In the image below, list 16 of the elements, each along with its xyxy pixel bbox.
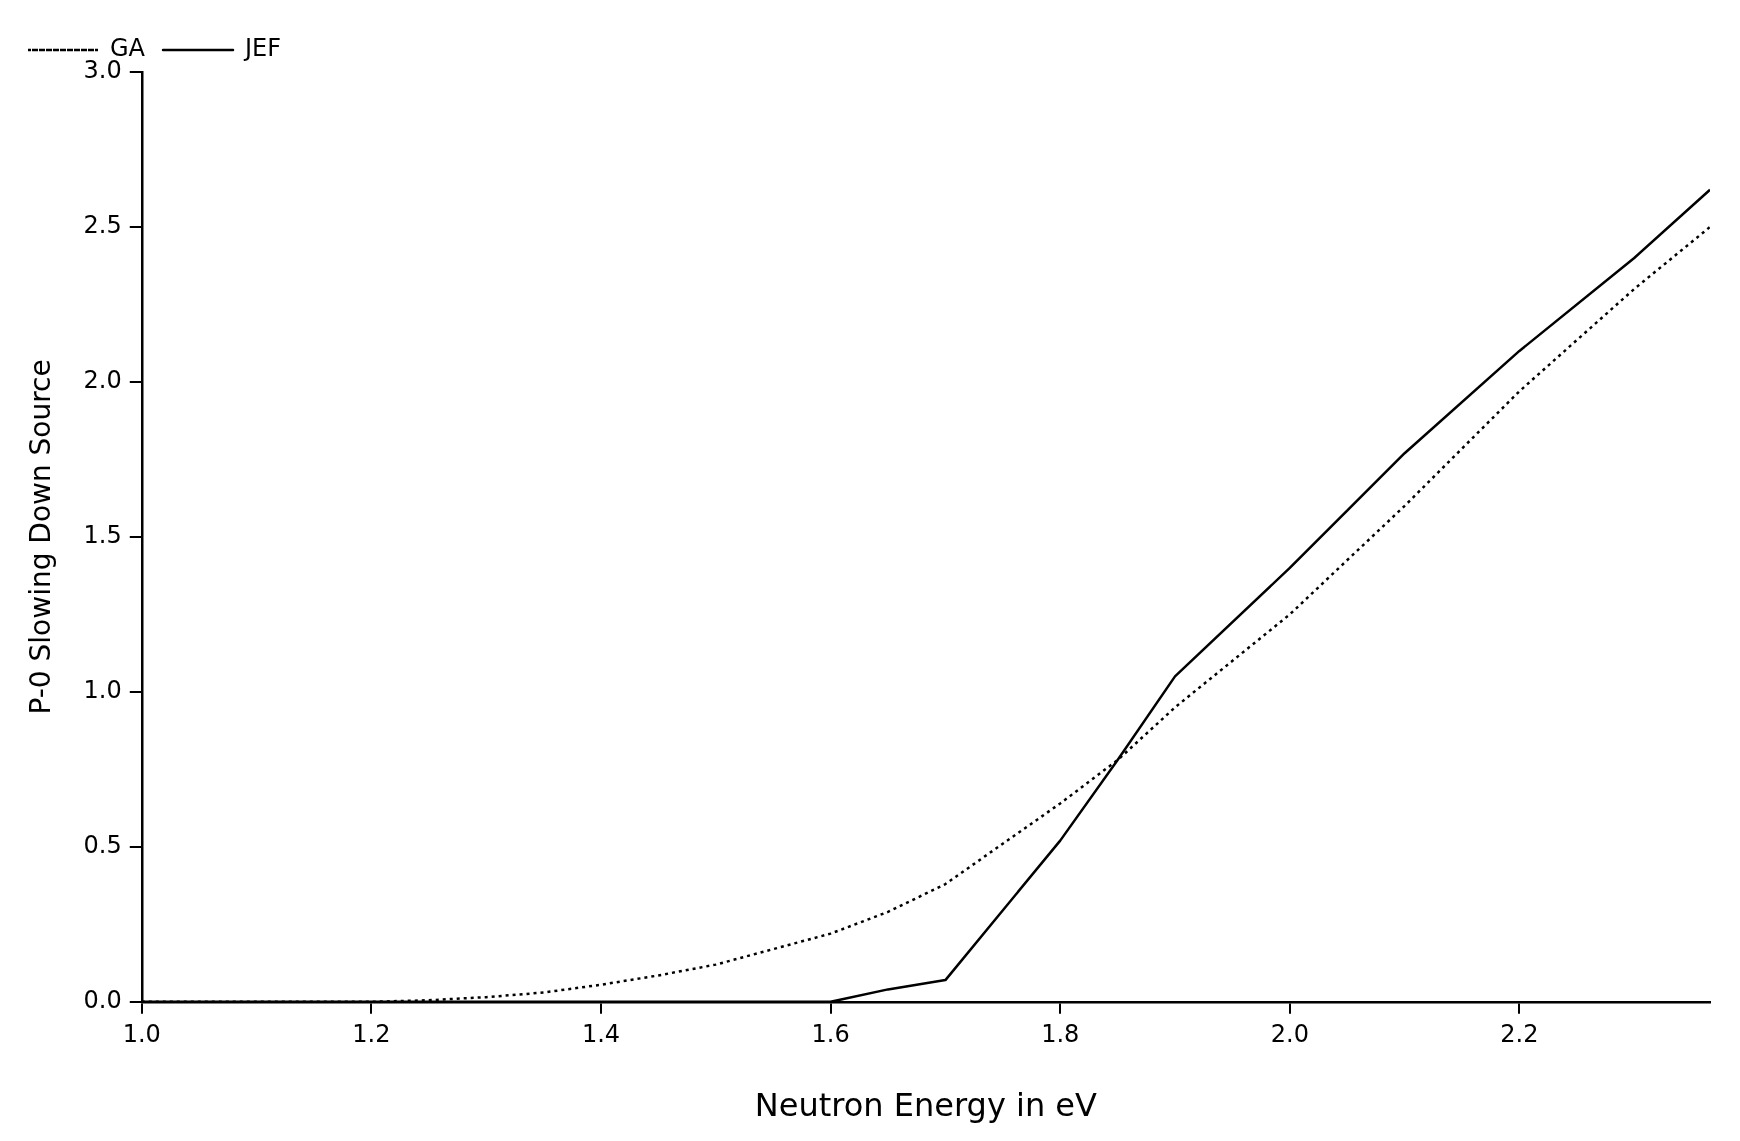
x-tick-label: 1.6 bbox=[811, 1020, 850, 1049]
y-tick-label: 1.0 bbox=[83, 676, 122, 705]
x-tick-label: 1.4 bbox=[581, 1020, 621, 1049]
y-axis-title: P-0 Slowing Down Source bbox=[24, 359, 58, 715]
x-tick-label: 2.0 bbox=[1270, 1020, 1309, 1049]
x-tick-label: 1.8 bbox=[1041, 1020, 1080, 1049]
y-tick-label: 2.5 bbox=[83, 211, 122, 240]
y-tick-label: 2.0 bbox=[83, 366, 122, 395]
legend-label: JEF bbox=[243, 34, 282, 63]
y-tick-label: 1.5 bbox=[83, 521, 122, 550]
y-tick-label: 0.5 bbox=[83, 831, 122, 860]
x-axis-title: Neutron Energy in eV bbox=[754, 1086, 1098, 1125]
y-tick-label: 0.0 bbox=[83, 986, 122, 1015]
x-tick-label: 2.2 bbox=[1500, 1020, 1539, 1049]
x-tick-label: 1.0 bbox=[122, 1020, 161, 1049]
x-tick-label: 1.2 bbox=[352, 1020, 391, 1049]
